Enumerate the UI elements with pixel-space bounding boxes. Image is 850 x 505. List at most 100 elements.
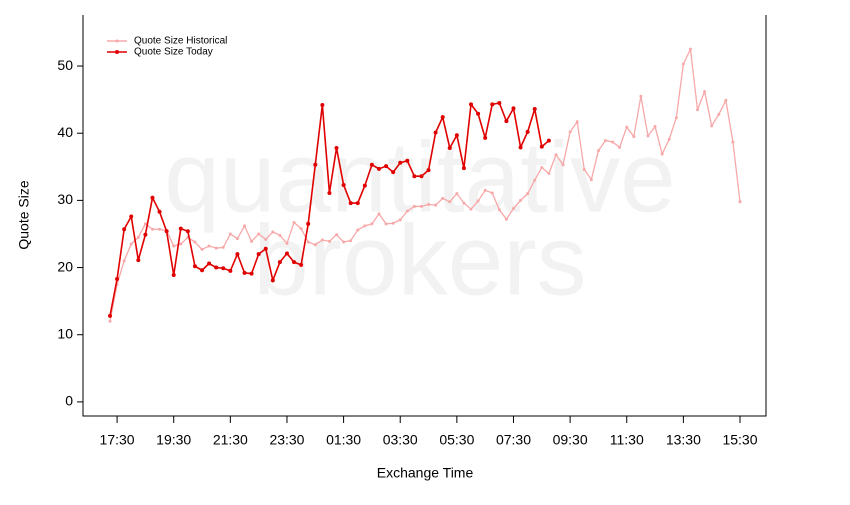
data-point	[434, 203, 438, 207]
x-tick-label: 15:30	[722, 432, 757, 448]
x-tick-label: 21:30	[213, 432, 248, 448]
y-tick-label: 50	[57, 57, 73, 73]
data-point	[376, 166, 381, 171]
data-point	[533, 178, 537, 182]
data-point	[284, 251, 289, 256]
data-point	[221, 266, 226, 271]
legend-marker	[115, 39, 119, 43]
data-point	[511, 106, 516, 111]
data-point	[511, 206, 515, 210]
data-point	[172, 244, 176, 248]
x-tick-label: 13:30	[666, 432, 701, 448]
data-point	[327, 190, 332, 195]
data-point	[342, 240, 346, 244]
data-point	[611, 140, 615, 144]
watermark: brokers	[253, 204, 586, 316]
data-point	[462, 201, 466, 205]
data-point	[476, 199, 480, 203]
data-point	[667, 137, 671, 141]
data-point	[384, 164, 389, 169]
y-tick-label: 30	[57, 191, 73, 207]
y-axis-title: Quote Size	[16, 180, 32, 249]
data-point	[214, 265, 219, 270]
data-point	[497, 100, 502, 105]
data-point	[497, 208, 501, 212]
data-point	[504, 217, 508, 221]
data-point	[143, 232, 148, 237]
data-point	[532, 107, 537, 112]
y-tick-label: 10	[57, 325, 73, 341]
data-point	[618, 145, 622, 149]
data-point	[398, 160, 403, 165]
data-point	[710, 124, 714, 128]
data-point	[192, 264, 197, 269]
x-tick-label: 01:30	[326, 432, 361, 448]
data-point	[292, 260, 297, 265]
data-point	[447, 145, 452, 150]
axes-frame	[82, 15, 767, 417]
data-point	[681, 62, 685, 66]
data-point	[164, 229, 169, 234]
data-point	[433, 130, 438, 135]
data-point	[313, 162, 318, 167]
x-tick-label: 07:30	[496, 432, 531, 448]
data-point	[122, 227, 127, 232]
data-point	[525, 129, 530, 134]
data-point	[327, 239, 331, 243]
data-point	[639, 94, 643, 98]
data-point	[660, 152, 664, 156]
legend-marker	[115, 50, 119, 54]
data-point	[235, 237, 239, 241]
data-point	[334, 145, 339, 150]
data-point	[419, 174, 424, 179]
data-point	[440, 115, 445, 120]
data-point	[242, 224, 246, 228]
data-point	[412, 174, 417, 179]
data-point	[250, 239, 254, 243]
data-point	[207, 261, 212, 266]
data-point	[575, 120, 579, 124]
x-tick-label: 05:30	[439, 432, 474, 448]
x-tick-label: 03:30	[383, 432, 418, 448]
data-point	[427, 202, 431, 206]
data-point	[540, 165, 544, 169]
data-point	[547, 172, 551, 176]
data-point	[483, 135, 488, 140]
data-point	[377, 212, 381, 216]
data-point	[646, 134, 650, 138]
data-point	[185, 229, 190, 234]
data-point	[193, 240, 197, 244]
data-point	[568, 130, 572, 134]
data-point	[455, 192, 459, 196]
data-point	[490, 102, 495, 107]
data-point	[228, 232, 232, 236]
data-point	[157, 209, 162, 214]
data-point	[214, 246, 218, 250]
data-point	[115, 276, 120, 281]
data-point	[490, 191, 494, 195]
data-point	[341, 182, 346, 187]
data-point	[299, 227, 303, 231]
data-point	[335, 233, 339, 237]
data-point	[519, 198, 523, 202]
data-point	[426, 168, 431, 173]
data-point	[369, 162, 374, 167]
x-tick-label: 09:30	[553, 432, 588, 448]
data-point	[249, 271, 254, 276]
data-point	[256, 252, 261, 257]
data-point	[271, 230, 275, 234]
data-point	[405, 209, 409, 213]
data-point	[454, 133, 459, 138]
data-point	[461, 166, 466, 171]
data-point	[320, 238, 324, 242]
data-point	[108, 319, 112, 323]
data-point	[320, 103, 325, 108]
x-tick-label: 23:30	[269, 432, 304, 448]
data-point	[143, 222, 147, 226]
data-point	[370, 222, 374, 226]
data-point	[207, 244, 211, 248]
data-point	[235, 252, 240, 257]
data-point	[292, 221, 296, 225]
legend-label: Quote Size Historical	[134, 36, 227, 47]
